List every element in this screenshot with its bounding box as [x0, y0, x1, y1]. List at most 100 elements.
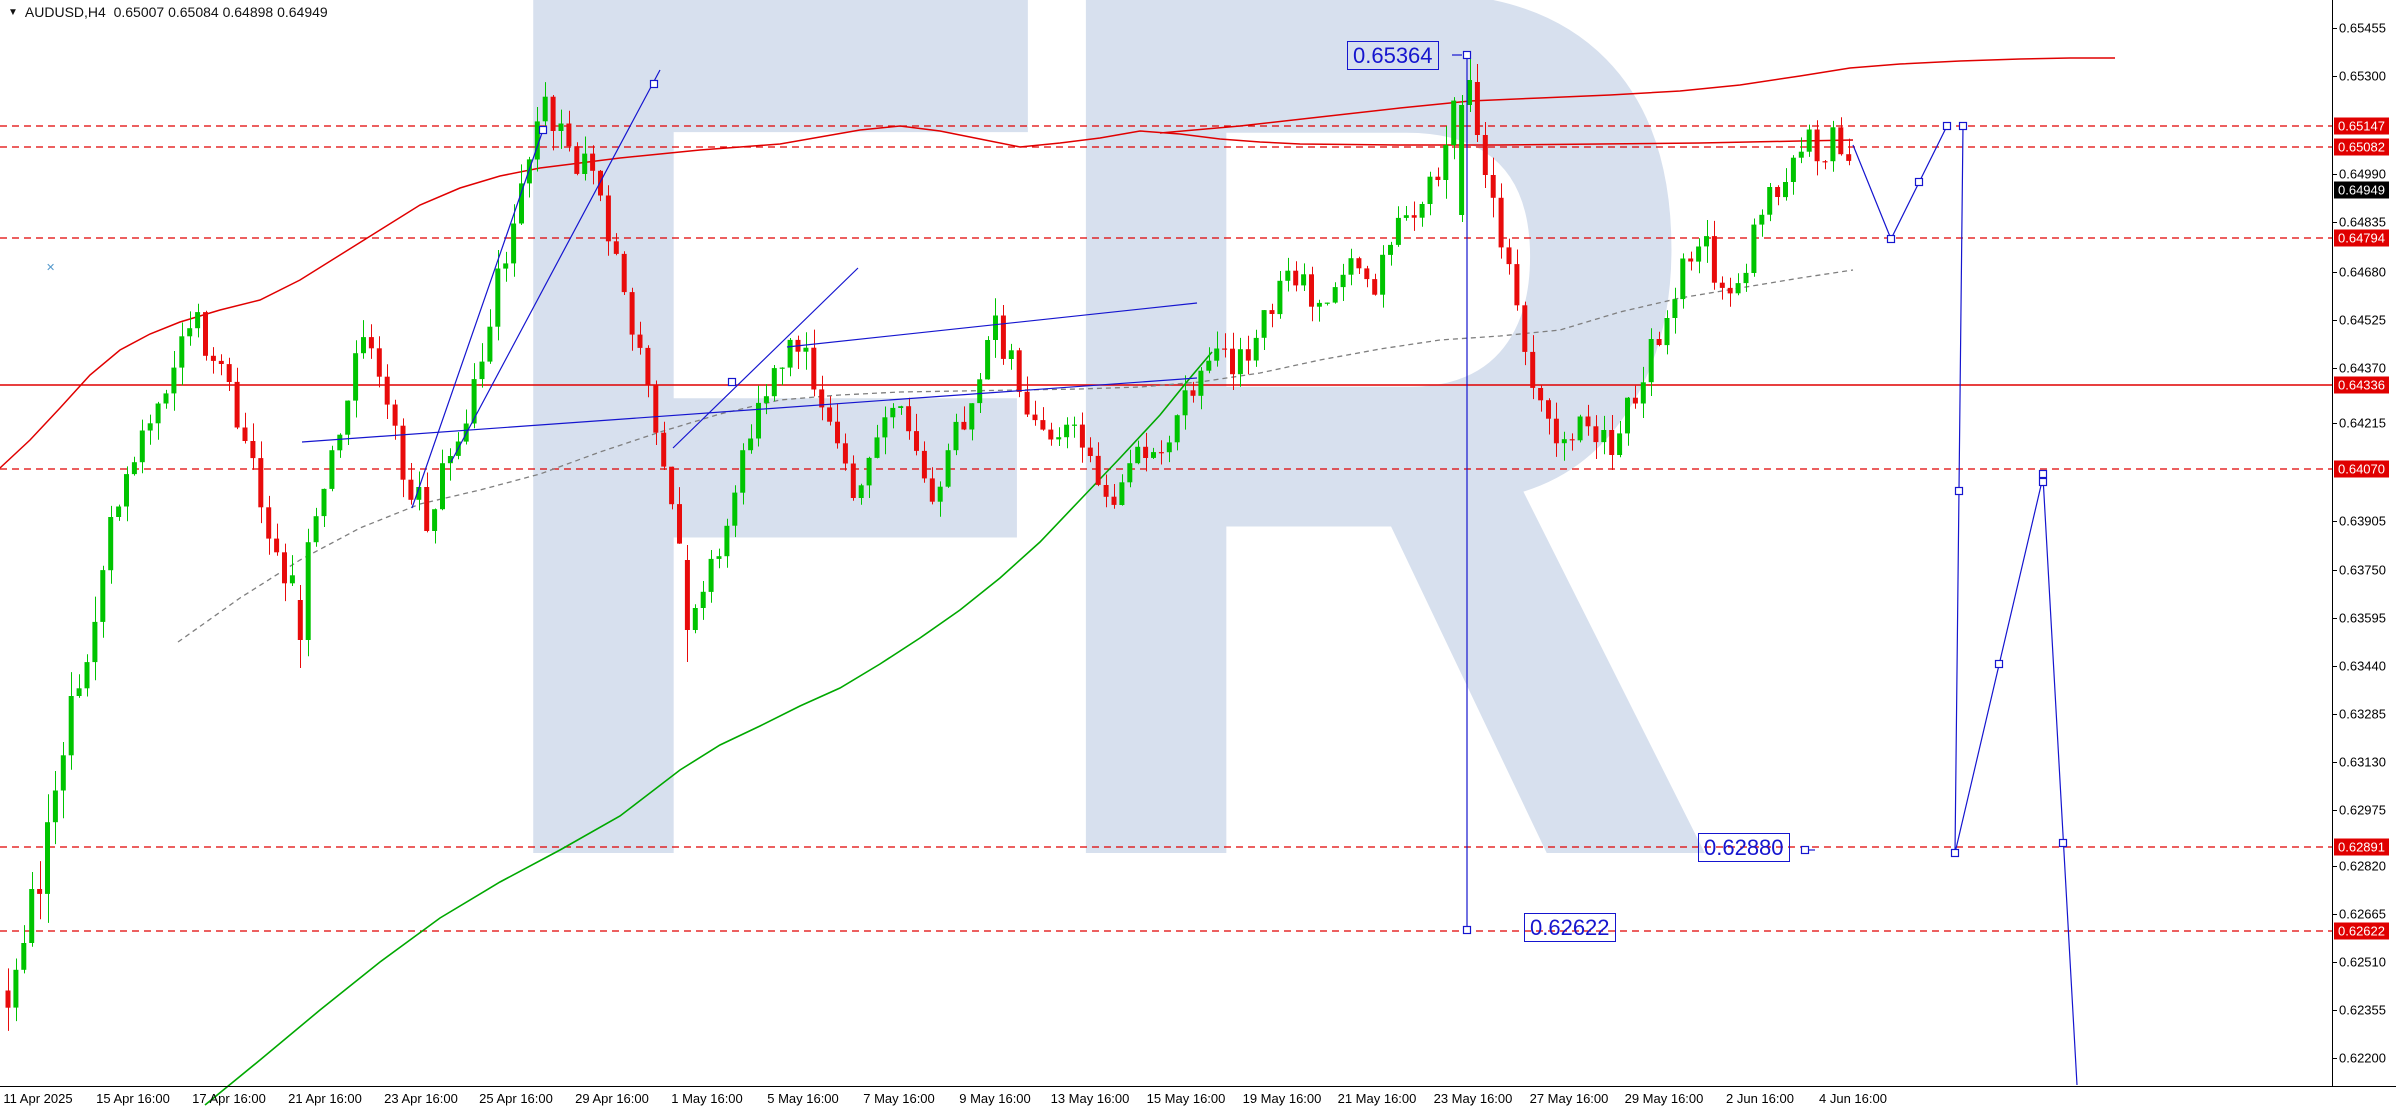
zigzag-v-right-handle[interactable] [1886, 234, 1896, 244]
candle-body [637, 334, 643, 348]
zigzag-v-right[interactable] [1852, 125, 1948, 241]
candle-body [1727, 287, 1733, 294]
time-axis-label[interactable]: 27 May 16:00 [1529, 1091, 1609, 1106]
measure-vertical-65364-handle[interactable] [1462, 50, 1472, 60]
candle-body [961, 421, 967, 430]
candle-body [511, 223, 517, 264]
candle-body [914, 431, 919, 451]
candle-body [1316, 302, 1322, 307]
candle-body [195, 312, 201, 329]
time-axis-label[interactable]: 11 Apr 2025 [3, 1091, 73, 1106]
time-axis-label[interactable]: 15 May 16:00 [1146, 1091, 1226, 1106]
price-badge-0.65082: 0.65082 [2334, 138, 2389, 156]
candle-body [1000, 315, 1006, 359]
trendline-may-support[interactable] [786, 302, 1198, 348]
time-axis-label[interactable]: 19 May 16:00 [1242, 1091, 1322, 1106]
candle-body [76, 688, 82, 696]
candle-body [1056, 437, 1062, 440]
price-axis-label: 0.62975 [2339, 802, 2386, 818]
zigzag-projection-handle[interactable] [1950, 848, 1960, 858]
zigzag-projection-handle[interactable] [2058, 838, 2068, 848]
time-axis-label[interactable]: 15 Apr 16:00 [96, 1091, 170, 1106]
price-label-62880[interactable]: 0.62880 [1698, 833, 1790, 862]
zigzag-projection-handle[interactable] [2038, 469, 2048, 479]
candle-body [684, 560, 690, 630]
symbol-ohlc-text: AUDUSD,H4 0.65007 0.65084 0.64898 0.6494… [24, 4, 328, 20]
measure-vertical-65364-handle[interactable] [1462, 925, 1472, 935]
zigzag-projection-handle[interactable] [2038, 477, 2048, 487]
candle-body [1743, 272, 1749, 284]
chevron-down-icon[interactable]: ▼ [8, 6, 18, 18]
candle-body [1301, 274, 1307, 286]
time-axis-label[interactable]: 1 May 16:00 [671, 1091, 743, 1106]
candle-series[interactable] [5, 57, 1852, 1031]
time-axis-label[interactable]: 29 May 16:00 [1624, 1091, 1704, 1106]
candle-body [542, 96, 548, 122]
candle-body [1143, 446, 1149, 458]
candle-body [1293, 270, 1299, 286]
candle-body [1182, 390, 1188, 416]
candle-body [1024, 391, 1030, 415]
trendline-mid-45deg-handle[interactable] [727, 377, 737, 387]
candle-body [1245, 349, 1251, 361]
trendline-mid-45deg[interactable] [672, 267, 859, 449]
candle-body [811, 347, 817, 390]
candle-body [1767, 187, 1773, 215]
time-axis-label[interactable]: 4 Jun 16:00 [1819, 1091, 1887, 1106]
candle-body [92, 621, 98, 663]
crosshair-marker: ✕ [46, 262, 56, 274]
candle-body [929, 478, 935, 502]
time-axis-label[interactable]: 7 May 16:00 [863, 1091, 935, 1106]
time-axis-label[interactable]: 9 May 16:00 [959, 1091, 1031, 1106]
time-axis-label[interactable]: 5 May 16:00 [767, 1091, 839, 1106]
zigzag-projection-handle[interactable] [1994, 659, 2004, 669]
time-axis-label[interactable]: 13 May 16:00 [1050, 1091, 1130, 1106]
candle-body [874, 437, 880, 458]
zigzag-projection-handle[interactable] [1954, 486, 1964, 496]
time-axis-label[interactable]: 17 Apr 16:00 [192, 1091, 266, 1106]
price-tick [2332, 1058, 2337, 1059]
candle-body [645, 347, 651, 386]
time-axis-label[interactable]: 23 May 16:00 [1433, 1091, 1513, 1106]
candle-body [60, 755, 66, 791]
label-62880-pointer-handle[interactable] [1800, 845, 1810, 855]
price-label-65364[interactable]: 0.65364 [1347, 41, 1439, 70]
candle-body [732, 492, 738, 526]
trendline-steep-left-handle[interactable] [538, 125, 548, 135]
price-tick [2332, 368, 2337, 369]
price-badge-0.64949: 0.64949 [2334, 181, 2389, 199]
candle-body [1569, 439, 1575, 441]
time-axis-label[interactable]: 23 Apr 16:00 [384, 1091, 458, 1106]
candle-body [1806, 129, 1812, 152]
trendline-steep-right-handle[interactable] [649, 79, 659, 89]
trendline-steep-left[interactable] [411, 129, 544, 509]
candle-body [1380, 254, 1386, 295]
zigzag-v-right-handle[interactable] [1914, 177, 1924, 187]
time-axis-label[interactable]: 21 May 16:00 [1337, 1091, 1417, 1106]
candle-body [669, 466, 675, 505]
candle-body [1538, 388, 1544, 401]
candle-body [1269, 310, 1275, 314]
price-tick [2332, 1010, 2337, 1011]
time-axis-label[interactable]: 2 Jun 16:00 [1726, 1091, 1794, 1106]
trendline-long-support[interactable] [301, 377, 1198, 443]
candle-body [708, 558, 714, 592]
candle-body [1790, 157, 1796, 182]
price-tick [2332, 962, 2337, 963]
price-axis-label: 0.62665 [2339, 906, 2386, 922]
price-badge-0.64336: 0.64336 [2334, 376, 2389, 394]
zigzag-projection-handle[interactable] [1958, 121, 1968, 131]
candle-body [1498, 197, 1504, 248]
zigzag-v-right-handle[interactable] [1942, 121, 1952, 131]
trendline-steep-right[interactable] [450, 69, 661, 463]
time-axis-label[interactable]: 25 Apr 16:00 [479, 1091, 553, 1106]
candle-body [1340, 274, 1346, 288]
time-axis-label[interactable]: 21 Apr 16:00 [288, 1091, 362, 1106]
candle-body [866, 457, 872, 486]
candle-body [1285, 270, 1291, 281]
price-label-62622[interactable]: 0.62622 [1524, 913, 1616, 942]
time-axis-label[interactable]: 29 Apr 16:00 [575, 1091, 649, 1106]
zigzag-projection[interactable] [1954, 125, 2078, 1086]
candle-body [440, 463, 445, 510]
